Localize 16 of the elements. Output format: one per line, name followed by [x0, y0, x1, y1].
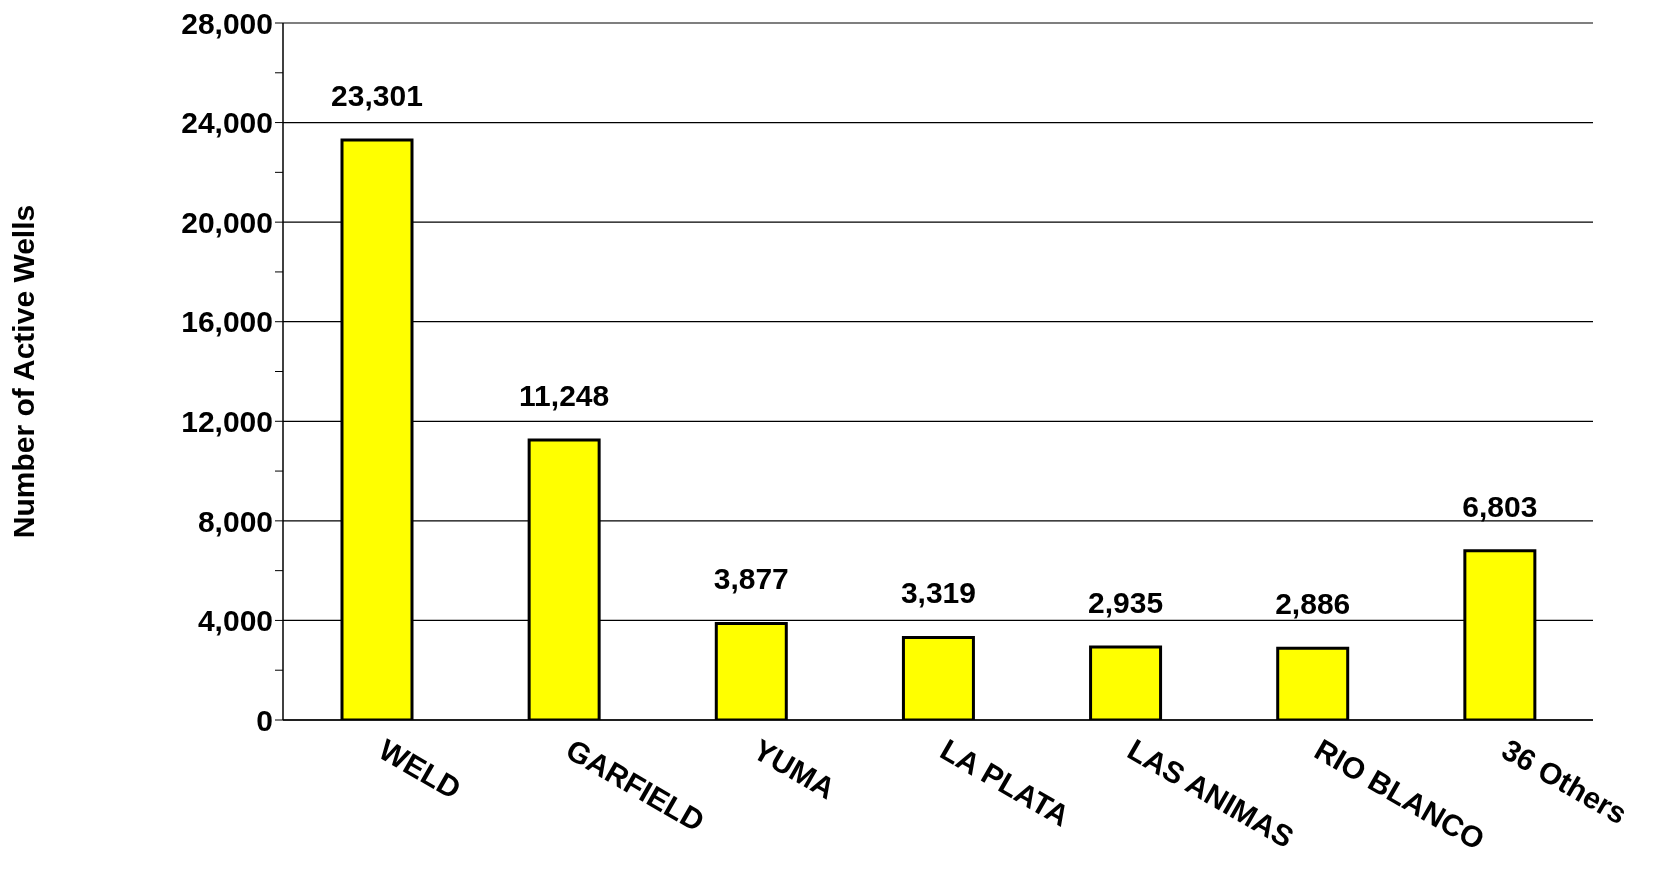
y-tick-label: 0 — [256, 703, 273, 737]
y-tick-label: 20,000 — [181, 205, 273, 239]
y-tick-label: 28,000 — [181, 6, 273, 40]
data-label: 2,935 — [1088, 585, 1164, 619]
data-label: 23,301 — [331, 78, 423, 112]
y-tick-label: 16,000 — [181, 305, 273, 339]
y-tick-label: 12,000 — [181, 404, 273, 438]
y-axis-title: Number of Active Wells — [6, 204, 40, 539]
data-label: 3,877 — [713, 562, 789, 596]
data-label: 3,319 — [900, 576, 976, 610]
data-label: 11,248 — [519, 379, 610, 413]
y-tick-label: 8,000 — [197, 504, 273, 538]
y-tick-label: 24,000 — [181, 106, 273, 140]
data-label: 6,803 — [1462, 489, 1538, 523]
data-label: 2,886 — [1275, 587, 1351, 621]
y-tick-label: 4,000 — [197, 604, 273, 638]
